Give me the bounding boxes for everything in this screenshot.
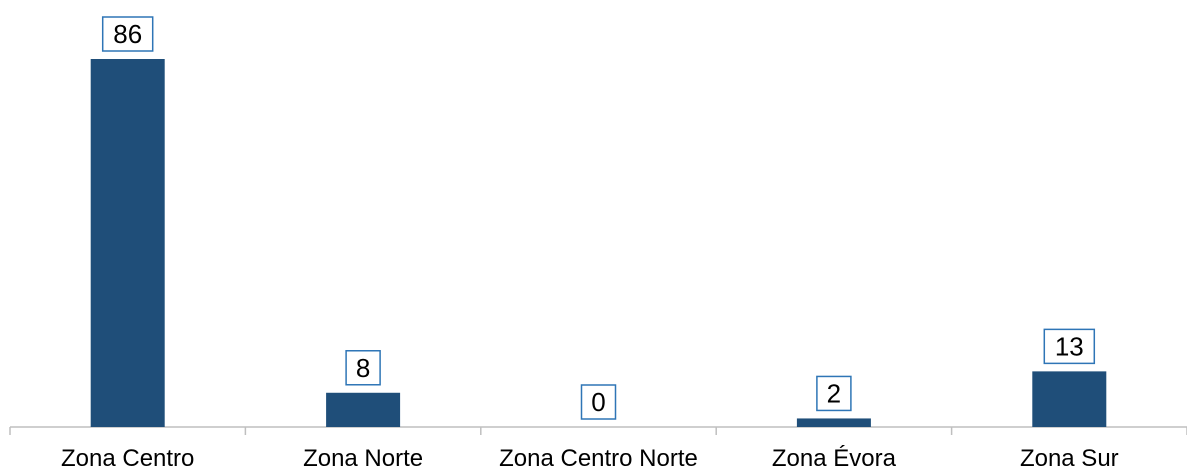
x-tick-label: Zona Centro: [61, 445, 194, 471]
x-tick-label: Zona Évora: [772, 445, 897, 471]
data-label: 13: [1055, 331, 1084, 361]
data-label-box: [101, 16, 154, 52]
x-tick-label: Zona Norte: [303, 445, 423, 471]
bar: [1032, 371, 1107, 427]
data-label-box: [580, 384, 617, 420]
data-label: 2: [827, 378, 841, 408]
bar: [326, 392, 401, 427]
x-tick-label: Zona Sur: [1020, 445, 1119, 471]
bar: [90, 59, 165, 427]
data-label: 86: [113, 19, 142, 49]
data-label-box: [345, 350, 381, 386]
bar: [796, 418, 871, 427]
data-label-box: [816, 375, 852, 412]
data-label: 8: [356, 353, 370, 383]
data-label-box: [1043, 328, 1096, 365]
x-tick-label: Zona Centro Norte: [499, 445, 698, 471]
data-label: 0: [591, 387, 605, 417]
